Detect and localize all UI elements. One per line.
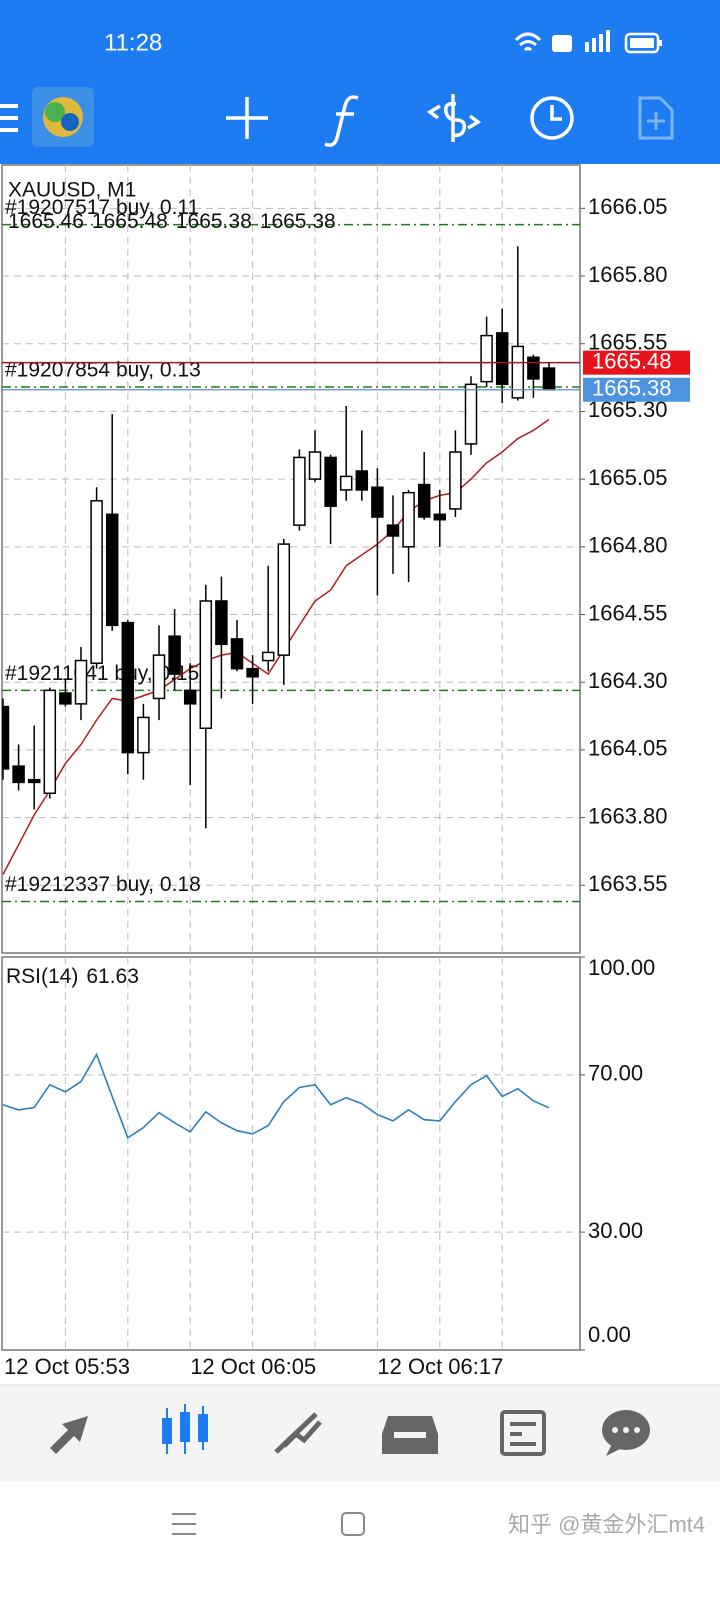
bid-tag-label: 1665.38 [592,376,672,401]
candle-body [293,456,306,526]
candle-body [495,332,509,386]
system-nav [172,1512,365,1536]
y-tick-label: 1665.80 [588,262,668,287]
rsi-label: RSI(14) 61.63 [6,965,139,988]
x-tick-label: 12 Oct 06:05 [190,1354,316,1379]
candle-body [27,778,41,784]
candle-body [2,705,10,770]
y-tick-label: 1665.55 [588,330,668,355]
candle-body [152,654,166,700]
ohlc-header: 1665.46 1665.48 1665.38 1665.38 [8,210,336,233]
ohlc-value: 1665.48 [92,210,168,233]
main-plot: #19207517 buy, 0.11 #19207854 buy, 0.13 #1… [2,196,580,903]
candle-body [511,345,525,399]
candle-body [43,689,57,794]
y-tick-label: 1666.05 [588,194,668,219]
order-label: #19207854 buy, 0.13 [5,359,201,382]
bottom-nav [0,1385,720,1481]
watermark: 知乎 @黄金外汇mt4 [508,1512,705,1537]
y-tick-label: 100.00 [588,955,655,980]
app-bar [0,0,720,164]
candle-body [59,692,72,705]
candle-body [183,689,197,705]
candle-body [90,500,103,665]
nav-trade[interactable] [274,1412,322,1454]
status-time: 11:28 [104,29,162,56]
candle-body [402,491,415,548]
x-tick-label: 12 Oct 05:53 [4,1354,130,1379]
period-button[interactable] [530,96,574,140]
axes: 1666.051665.801665.551665.301665.051664.… [4,194,690,1379]
crosshair-button[interactable] [226,97,268,139]
candle-body [527,356,540,380]
candle-body [371,486,384,518]
y-tick-label: 1665.05 [588,465,668,490]
template-button[interactable] [638,96,674,140]
x-tick-label: 12 Oct 06:17 [377,1354,503,1379]
candle-body [308,451,322,480]
candle-body [464,383,478,445]
candle-body [542,367,556,391]
candle-body [277,543,291,656]
rsi-plot [2,1052,550,1139]
candle-body [199,600,213,729]
candle-body [324,456,337,507]
main-plot-frame [1,164,581,954]
indicators-button[interactable] [324,95,359,147]
candle-body [137,716,150,754]
y-tick-label: 1664.55 [588,600,668,625]
y-tick-label: 1664.30 [588,668,668,693]
candle-body [215,600,228,646]
trade-button[interactable] [426,94,482,142]
candle-body [12,765,25,784]
y-tick-label: 0.00 [588,1322,631,1347]
status-icons [514,30,662,54]
y-tick-label: 1663.55 [588,871,668,896]
rsi-grid [2,957,580,1350]
nav-chat[interactable] [602,1410,650,1456]
order-label: #19212337 buy, 0.18 [5,873,201,896]
nav-quotes[interactable] [50,1416,88,1454]
nav-news[interactable] [500,1410,546,1456]
y-tick-label: 1664.80 [588,533,668,558]
ask-tag [583,350,690,375]
y-tick-label: 1663.80 [588,803,668,828]
candle-body [246,667,259,678]
main-grid [2,165,580,953]
candle-body [449,451,462,510]
ohlc-value: 1665.46 [8,210,84,233]
candle-body [105,513,119,627]
ask-tag-label: 1665.48 [592,348,672,373]
ohlc-value: 1665.38 [260,210,336,233]
rsi-plot-frame [1,956,581,1351]
rsi-value: 61.63 [86,965,139,988]
candle-body [261,651,275,662]
candle-body [168,635,181,675]
chart-title: XAUUSD, M1 [8,179,136,202]
candle-body [230,638,244,670]
candle-body [480,334,493,383]
candle-body [417,483,431,518]
candle-body [433,513,447,521]
bid-tag [583,377,690,402]
rsi-line [2,1052,550,1139]
candle-body [74,659,88,705]
rsi-name: RSI(14) [6,965,78,988]
order-label: #19211041 buy, 0.15 [5,662,199,685]
ohlc-value: 1665.38 [176,210,252,233]
nav-chart[interactable] [162,1404,208,1454]
y-tick-label: 1664.05 [588,736,668,761]
candle-body [386,524,400,537]
menu-button[interactable] [0,104,18,132]
candle-body [121,621,135,754]
candle-body [339,475,353,491]
y-tick-label: 70.00 [588,1061,643,1086]
y-tick-label: 30.00 [588,1218,643,1243]
app-logo[interactable] [32,87,94,147]
nav-history[interactable] [382,1416,438,1454]
candle-body [355,470,369,491]
order-label: #19207517 buy, 0.11 [5,196,199,219]
